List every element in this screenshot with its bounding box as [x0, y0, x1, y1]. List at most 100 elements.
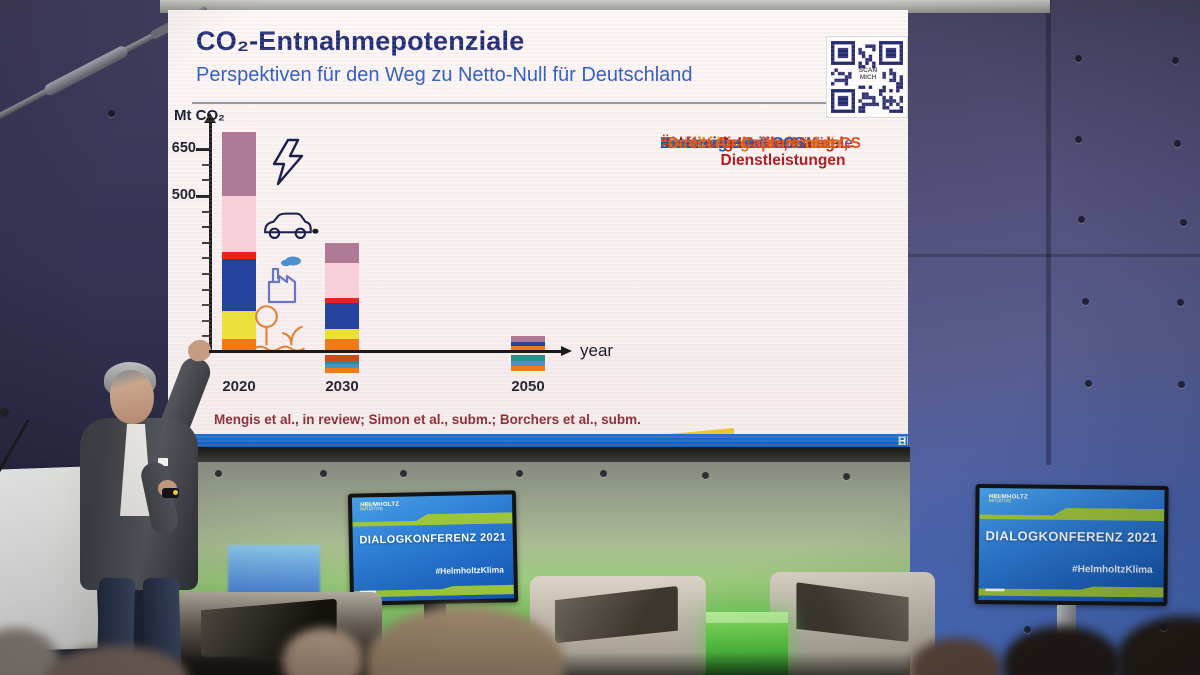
concrete-hole	[1160, 624, 1167, 631]
presenter-clicker	[162, 488, 179, 498]
bar-segment-2020	[222, 131, 256, 196]
bar-segment-2050	[511, 365, 545, 371]
bar-segment-2020	[222, 195, 256, 252]
concrete-hole	[1178, 381, 1185, 388]
concrete-hole	[1082, 298, 1089, 305]
y-tick	[196, 148, 210, 152]
x-tick-label: 2050	[511, 378, 545, 395]
y-axis	[209, 122, 212, 353]
bar-segment-2030	[325, 243, 359, 264]
wall-seam	[1046, 0, 1051, 465]
concrete-hole	[108, 110, 115, 117]
y-minor-tick	[202, 241, 210, 244]
y-minor-tick	[202, 304, 210, 307]
bar-segment-2050	[511, 346, 545, 352]
green-band	[979, 507, 1164, 521]
bar-segment-2030	[325, 360, 359, 364]
projection-screen-bottom-edge	[162, 447, 910, 462]
bar-segment-2030	[325, 303, 359, 329]
conference-hashtag: #HelmholtzKlima	[1072, 564, 1153, 576]
concrete-hole	[1078, 216, 1085, 223]
car-traffic-icon	[264, 212, 319, 239]
bar-segment-2050	[511, 356, 545, 362]
presenter-head	[110, 370, 154, 424]
bar-segment-2030	[325, 298, 359, 303]
concrete-hole	[215, 470, 222, 477]
projection-screen-top-edge	[160, 0, 1050, 13]
legend-item: Haushalte	[660, 135, 735, 152]
concrete-hole	[1075, 136, 1082, 143]
bar-segment-2020	[222, 310, 256, 339]
bar-segment-2020	[222, 258, 256, 311]
concrete-hole	[600, 470, 607, 477]
qr-pattern	[831, 41, 903, 113]
concrete-hole	[1172, 57, 1179, 64]
logo-line2: KLIMA INITIATIVE	[360, 501, 383, 512]
bar-segment-2050	[511, 355, 545, 357]
microphone-icon	[0, 408, 9, 417]
bar-segment-2050	[511, 342, 545, 347]
monitor-screen: HELMHOLTZ KLIMA INITIATIVE DIALOGKONFERE…	[978, 488, 1165, 602]
monitor-right: HELMHOLTZ KLIMA INITIATIVE DIALOGKONFERE…	[974, 483, 1169, 607]
conference-title: DIALOGKONFERENZ 2021	[985, 528, 1158, 546]
legend-item: Änderung Landnutzung	[660, 135, 835, 152]
wall-seam	[905, 254, 1200, 257]
y-minor-tick	[202, 273, 210, 275]
bar-segment-2030	[325, 328, 359, 339]
factory-industry-icon	[267, 256, 301, 304]
y-tick	[196, 195, 210, 198]
y-minor-tick	[202, 335, 210, 338]
legend-item: Bioenergie mit CCS	[660, 135, 805, 152]
concrete-hole	[843, 473, 850, 480]
legend-item: Erweiterung nat. Senken	[660, 135, 841, 152]
concrete-hole	[1174, 140, 1181, 147]
footer-yellow-swoosh	[606, 428, 734, 440]
bar-segment-2030	[325, 263, 359, 298]
armchair-seat	[554, 585, 678, 644]
slide-subtitle: Perspektiven für den Weg zu Netto-Null f…	[196, 64, 693, 86]
y-tick-label: 650	[171, 140, 196, 157]
y-tick-label: 500	[171, 187, 196, 203]
bar-segment-2030	[325, 338, 359, 352]
armchair-seat	[796, 582, 909, 643]
x-axis-label: year	[580, 341, 614, 360]
bar-segment-2020	[222, 338, 256, 352]
concrete-hole	[702, 472, 709, 479]
electricity-lightning-icon	[272, 138, 304, 186]
green-band	[352, 512, 512, 527]
land-plants-icon	[253, 305, 305, 352]
audience-head	[283, 628, 363, 675]
name-badge	[158, 458, 168, 466]
bar-segment-2050	[511, 361, 545, 366]
concrete-hole	[320, 470, 327, 477]
concrete-hole	[400, 470, 407, 477]
bar-segment-2050	[511, 336, 545, 342]
x-axis	[209, 350, 561, 353]
y-minor-tick	[202, 163, 210, 166]
x-tick-label: 2030	[325, 378, 359, 395]
concrete-hole	[1180, 219, 1187, 226]
legend-item: Gewerbe, Handel, Dienstleistungen	[717, 135, 849, 169]
y-minor-tick	[202, 257, 210, 260]
qr-code: SCAN MICH	[826, 36, 908, 118]
concrete-hole	[1085, 380, 1092, 387]
bar-segment-2030	[325, 364, 359, 369]
concrete-hole	[1024, 626, 1031, 633]
green-band	[978, 585, 1163, 597]
y-minor-tick	[202, 179, 210, 182]
monitor-screen: HELMHOLTZ KLIMA INITIATIVE DIALOGKONFERE…	[351, 494, 515, 602]
presenter	[60, 336, 300, 675]
y-minor-tick	[202, 226, 210, 229]
y-minor-tick	[202, 288, 210, 291]
legend-item: Verkehr	[660, 135, 717, 152]
conference-title: DIALOGKONFERENZ 2021	[359, 531, 507, 547]
logo-line2: KLIMA INITIATIVE	[988, 492, 1012, 503]
y-minor-tick	[202, 210, 210, 213]
qr-center-label: SCAN MICH	[858, 67, 878, 82]
bar-segment-2030	[325, 368, 359, 374]
concrete-hole	[1075, 55, 1082, 62]
legend-item: Industrie	[660, 135, 726, 152]
presentation-slide: CO₂-Entnahmepotenziale Perspektiven für …	[168, 10, 908, 450]
legend-item: “Direct Air Capture“ mit CS	[660, 135, 861, 152]
